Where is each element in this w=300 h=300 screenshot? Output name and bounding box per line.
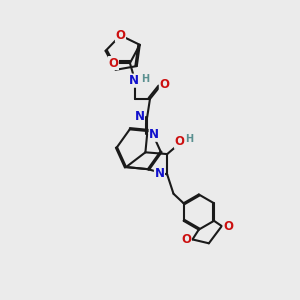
Text: O: O xyxy=(108,57,118,70)
Text: O: O xyxy=(181,233,191,246)
Text: O: O xyxy=(223,220,233,232)
Text: H: H xyxy=(141,74,149,84)
Text: O: O xyxy=(159,78,170,92)
Text: N: N xyxy=(134,110,144,123)
Text: N: N xyxy=(154,167,164,180)
Text: H: H xyxy=(185,134,194,144)
Text: N: N xyxy=(129,74,139,87)
Text: O: O xyxy=(175,135,184,148)
Text: O: O xyxy=(116,29,125,42)
Text: N: N xyxy=(149,128,159,141)
